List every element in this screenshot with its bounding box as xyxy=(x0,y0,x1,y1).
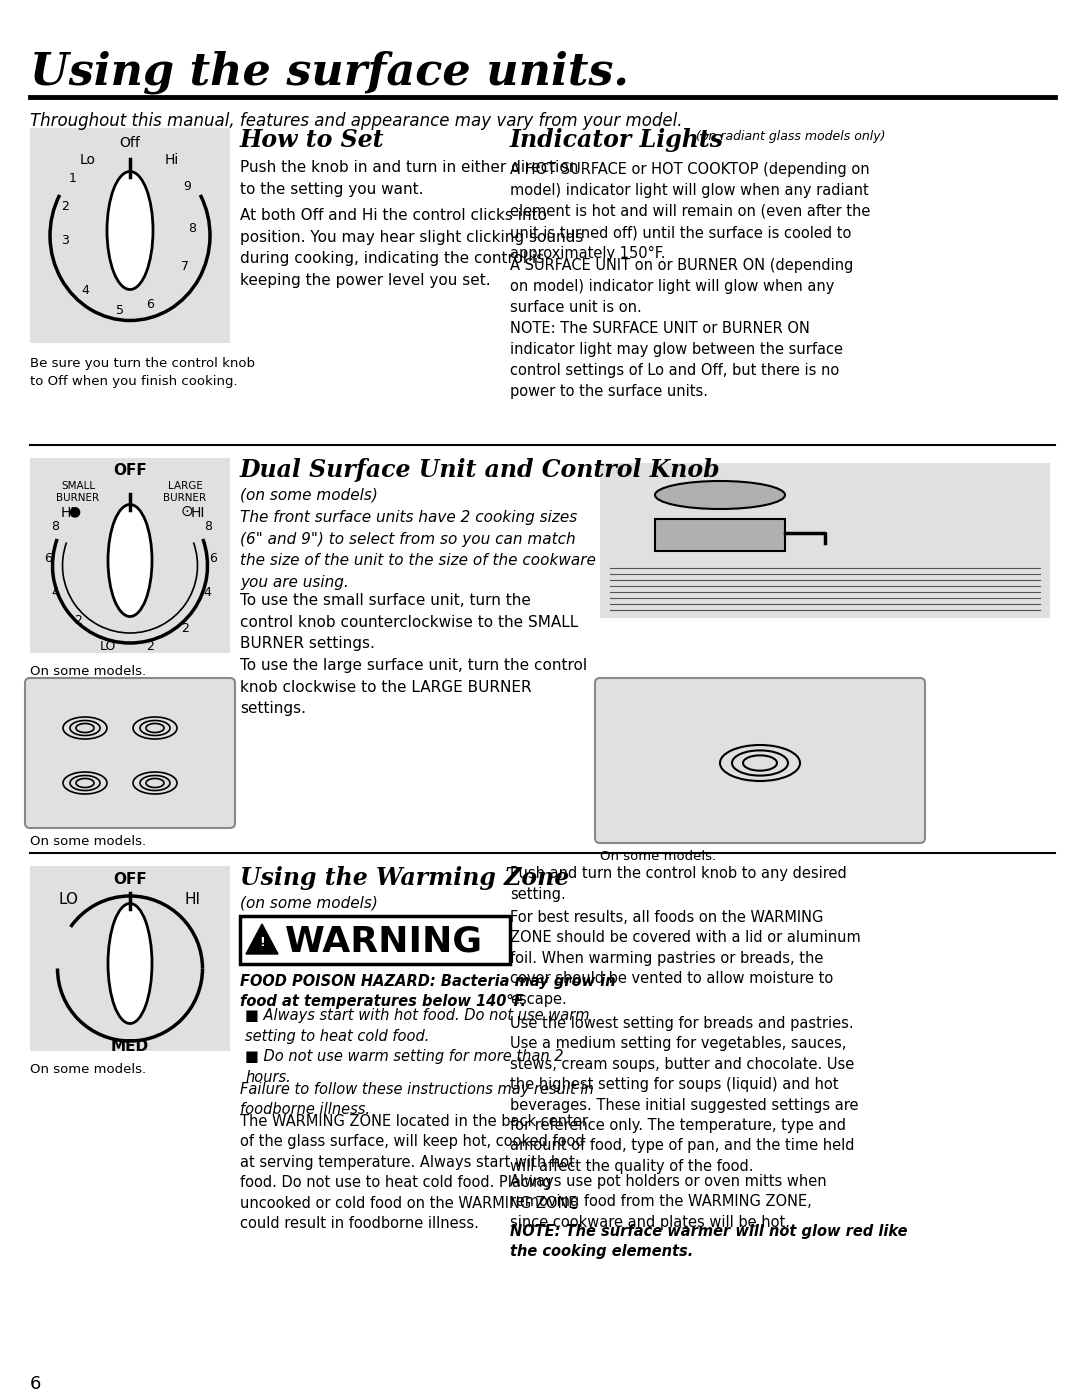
Text: Throughout this manual, features and appearance may vary from your model.: Throughout this manual, features and app… xyxy=(30,112,683,130)
Text: Push the knob in and turn in either direction
to the setting you want.: Push the knob in and turn in either dire… xyxy=(240,161,579,197)
Text: ■ Do not use warm setting for more than 2
hours.: ■ Do not use warm setting for more than … xyxy=(245,1049,564,1085)
Text: (on some models): (on some models) xyxy=(240,488,378,503)
Text: Hi: Hi xyxy=(165,154,179,168)
Text: OFF: OFF xyxy=(113,462,147,478)
Text: 4: 4 xyxy=(81,284,89,296)
Text: On some models.: On some models. xyxy=(30,665,146,678)
Text: Failure to follow these instructions may result in
foodborne illness.: Failure to follow these instructions may… xyxy=(240,1083,594,1116)
Text: LARGE
BURNER: LARGE BURNER xyxy=(163,481,206,503)
Text: NOTE: The SURFACE UNIT or BURNER ON
indicator light may glow between the surface: NOTE: The SURFACE UNIT or BURNER ON indi… xyxy=(510,321,843,400)
FancyBboxPatch shape xyxy=(25,678,235,828)
Text: On some models.: On some models. xyxy=(600,849,716,863)
Text: 6: 6 xyxy=(146,299,154,312)
Text: 6: 6 xyxy=(210,552,217,564)
Text: Push and turn the control knob to any desired
setting.: Push and turn the control knob to any de… xyxy=(510,866,847,902)
Text: LO: LO xyxy=(99,640,117,652)
Text: ⊙: ⊙ xyxy=(180,504,193,520)
Text: LO: LO xyxy=(58,893,78,907)
FancyBboxPatch shape xyxy=(30,129,230,344)
Text: 3: 3 xyxy=(62,233,69,246)
Text: 4: 4 xyxy=(51,587,59,599)
Ellipse shape xyxy=(654,481,785,509)
Text: 2: 2 xyxy=(181,622,189,634)
Text: ●: ● xyxy=(68,504,80,518)
Text: 4: 4 xyxy=(203,587,211,599)
Ellipse shape xyxy=(108,504,152,616)
Text: 8: 8 xyxy=(188,222,195,235)
Text: Using the surface units.: Using the surface units. xyxy=(30,50,629,94)
Text: MED: MED xyxy=(111,1039,149,1053)
Text: 8: 8 xyxy=(204,520,212,532)
Text: NOTE: The surface warmer will not glow red like
the cooking elements.: NOTE: The surface warmer will not glow r… xyxy=(510,1224,907,1260)
Text: ■ Always start with hot food. Do not use warm
setting to heat cold food.: ■ Always start with hot food. Do not use… xyxy=(245,1009,590,1044)
Text: WARNING: WARNING xyxy=(285,925,483,958)
Text: FOOD POISON HAZARD: Bacteria may grow in
food at temperatures below 140°F.: FOOD POISON HAZARD: Bacteria may grow in… xyxy=(240,974,616,1009)
FancyBboxPatch shape xyxy=(600,462,1050,617)
Text: 1: 1 xyxy=(69,172,77,184)
Text: To use the large surface unit, turn the control
knob clockwise to the LARGE BURN: To use the large surface unit, turn the … xyxy=(240,658,588,717)
Text: 2: 2 xyxy=(75,615,82,627)
Text: On some models.: On some models. xyxy=(30,1063,146,1076)
Text: Lo: Lo xyxy=(80,154,96,168)
Text: How to Set: How to Set xyxy=(240,129,384,152)
Text: (on radiant glass models only): (on radiant glass models only) xyxy=(692,130,886,142)
Text: HI: HI xyxy=(184,893,200,907)
FancyBboxPatch shape xyxy=(240,916,510,964)
Text: 6: 6 xyxy=(44,552,52,564)
Text: !: ! xyxy=(259,936,265,949)
Text: 8: 8 xyxy=(51,520,59,532)
Text: Be sure you turn the control knob
to Off when you finish cooking.: Be sure you turn the control knob to Off… xyxy=(30,358,255,388)
Text: To use the small surface unit, turn the
control knob counterclockwise to the SMA: To use the small surface unit, turn the … xyxy=(240,592,578,651)
Text: 2: 2 xyxy=(146,640,154,652)
Text: 7: 7 xyxy=(181,260,189,272)
FancyBboxPatch shape xyxy=(30,458,230,652)
Text: 5: 5 xyxy=(116,303,124,317)
Text: The front surface units have 2 cooking sizes
(6" and 9") to select from so you c: The front surface units have 2 cooking s… xyxy=(240,510,596,590)
Text: Always use pot holders or oven mitts when
removing food from the WARMING ZONE,
s: Always use pot holders or oven mitts whe… xyxy=(510,1173,826,1229)
Text: 6: 6 xyxy=(30,1375,41,1393)
Text: At both Off and Hi the control clicks into
position. You may hear slight clickin: At both Off and Hi the control clicks in… xyxy=(240,208,583,288)
Text: Dual Surface Unit and Control Knob: Dual Surface Unit and Control Knob xyxy=(240,458,720,482)
Text: SMALL
BURNER: SMALL BURNER xyxy=(56,481,99,503)
Text: (on some models): (on some models) xyxy=(240,895,378,911)
FancyBboxPatch shape xyxy=(30,866,230,1051)
Text: Use the lowest setting for breads and pastries.
Use a medium setting for vegetab: Use the lowest setting for breads and pa… xyxy=(510,1016,859,1173)
Ellipse shape xyxy=(108,904,152,1024)
Text: The WARMING ZONE located in the back center
of the glass surface, will keep hot,: The WARMING ZONE located in the back cen… xyxy=(240,1113,588,1231)
Text: HI: HI xyxy=(191,506,205,520)
Ellipse shape xyxy=(107,172,153,289)
Text: For best results, all foods on the WARMING
ZONE should be covered with a lid or : For best results, all foods on the WARMI… xyxy=(510,909,861,1007)
Text: 9: 9 xyxy=(184,179,191,193)
Text: On some models.: On some models. xyxy=(30,835,146,848)
Polygon shape xyxy=(246,923,278,954)
FancyBboxPatch shape xyxy=(654,520,785,550)
Text: Indicator Lights: Indicator Lights xyxy=(510,129,724,152)
Text: 2: 2 xyxy=(62,200,69,212)
Text: Off: Off xyxy=(120,136,140,149)
Text: HI: HI xyxy=(60,506,76,520)
FancyBboxPatch shape xyxy=(595,678,924,842)
Text: A SURFACE UNIT on or BURNER ON (depending
on model) indicator light will glow wh: A SURFACE UNIT on or BURNER ON (dependin… xyxy=(510,258,853,314)
Text: Using the Warming Zone: Using the Warming Zone xyxy=(240,866,569,890)
Text: OFF: OFF xyxy=(113,872,147,887)
Text: A HOT SURFACE or HOT COOKTOP (depending on
model) indicator light will glow when: A HOT SURFACE or HOT COOKTOP (depending … xyxy=(510,162,870,261)
